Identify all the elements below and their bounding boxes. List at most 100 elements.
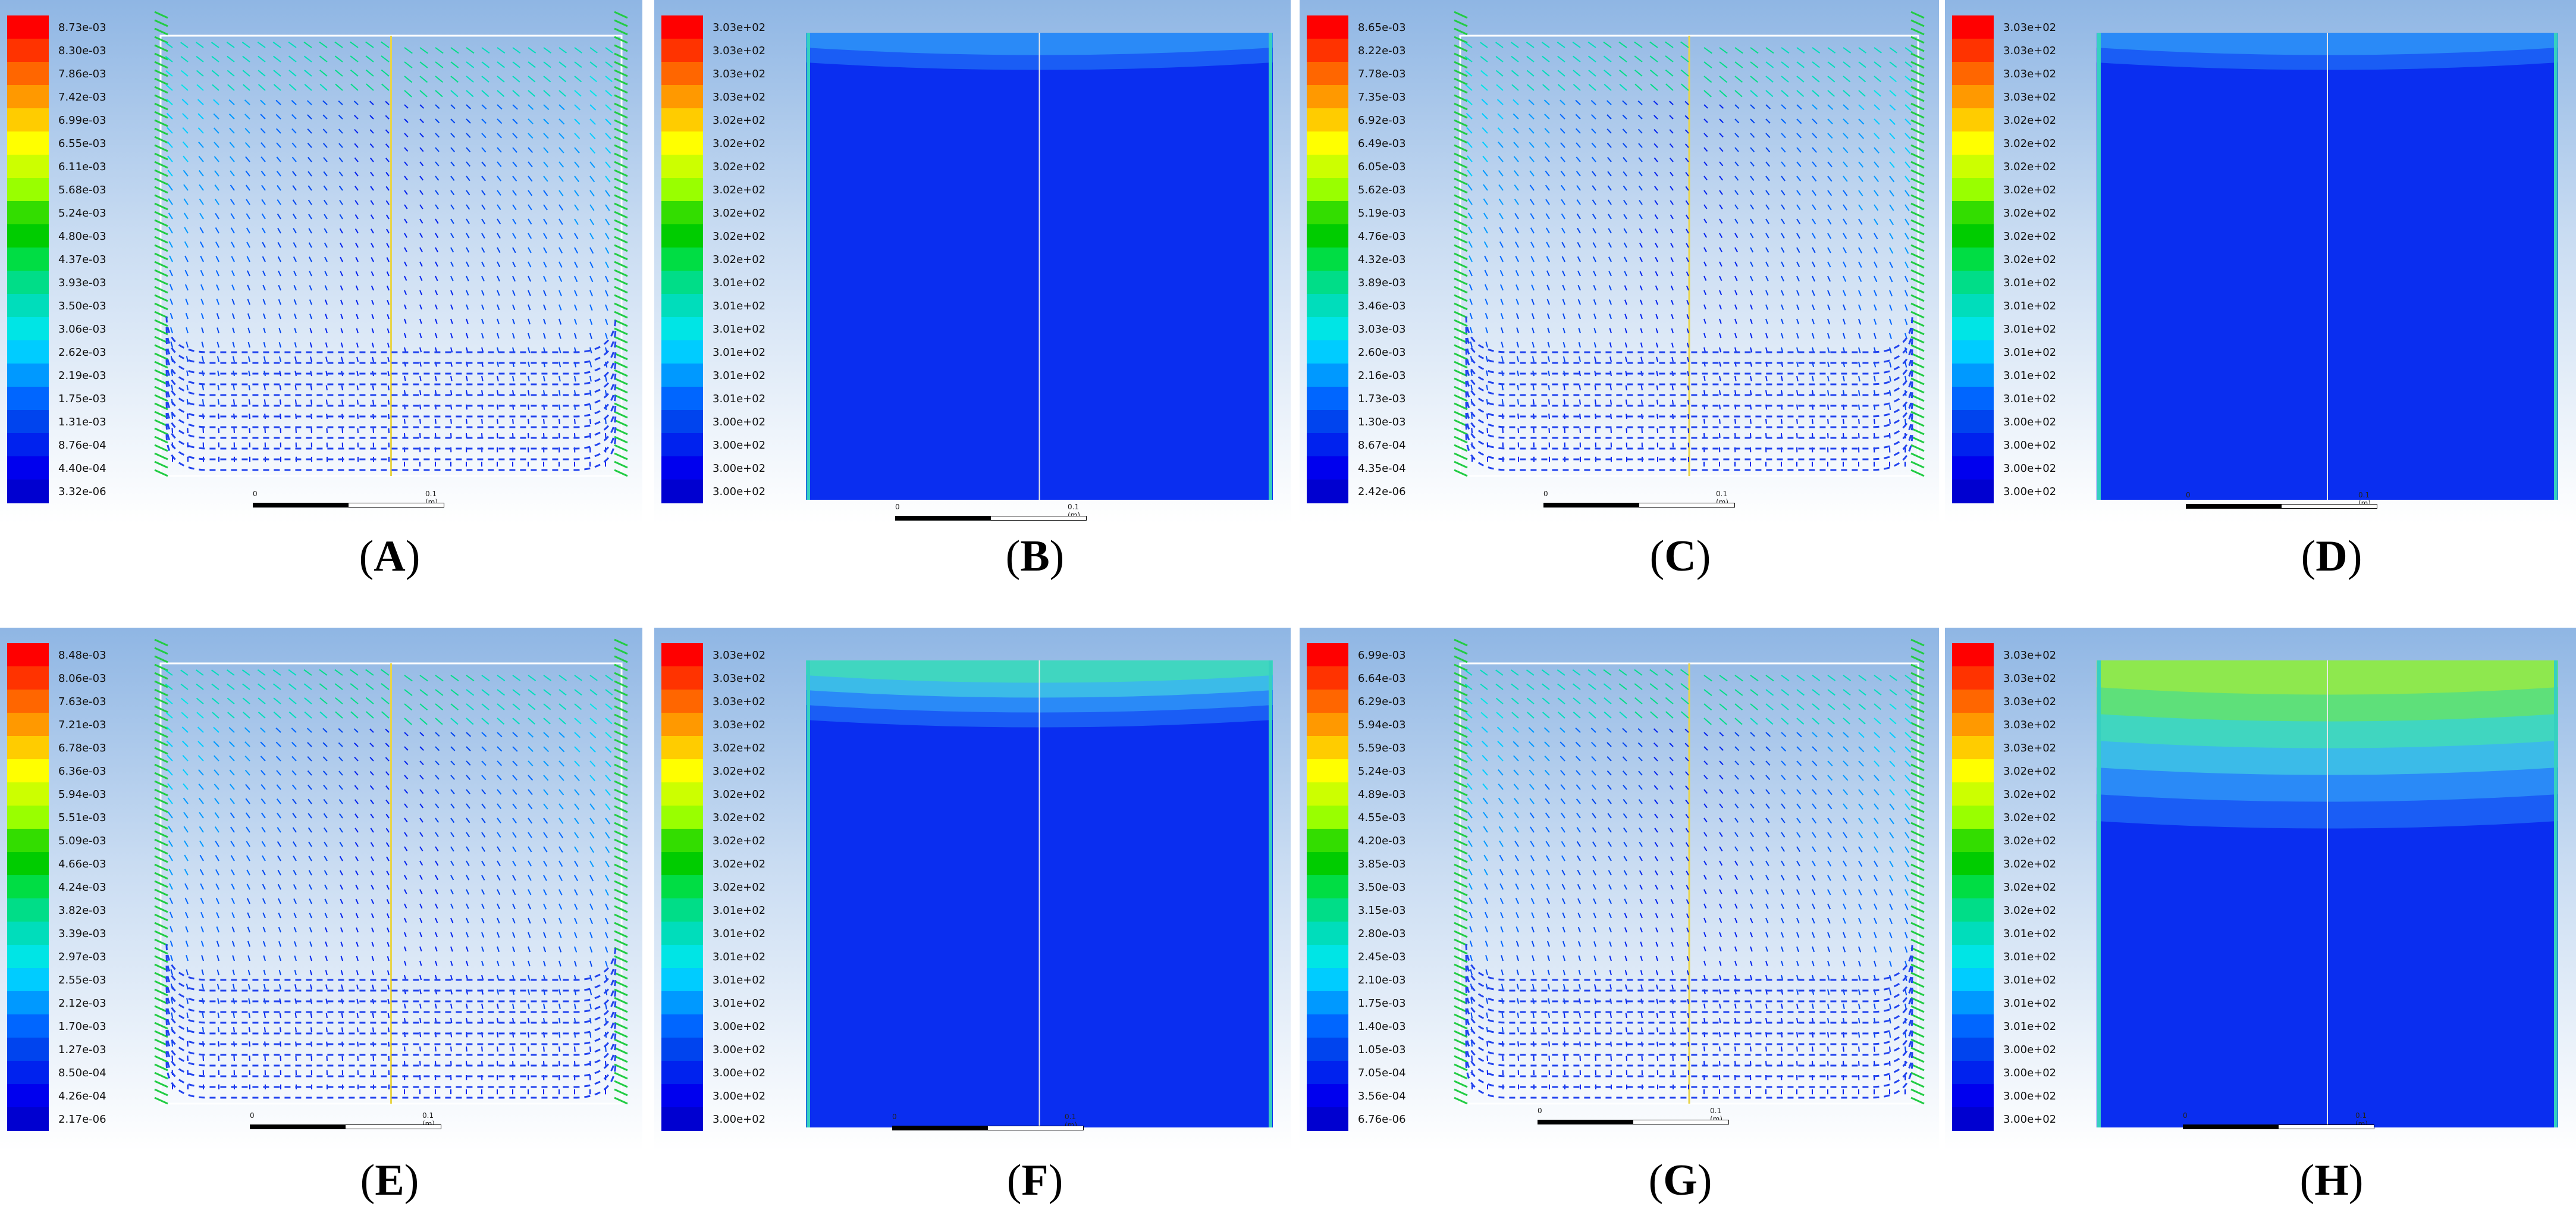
legend-swatch — [1307, 875, 1348, 899]
legend-value: 1.70e-03 — [58, 1020, 106, 1033]
legend-swatch — [7, 1084, 49, 1108]
scale-start-label: 0 — [2186, 491, 2191, 499]
legend-value: 3.03e+02 — [2003, 742, 2057, 754]
legend-swatch — [7, 248, 49, 271]
legend-value: 1.75e-03 — [58, 393, 106, 405]
legend-value: 3.02e+02 — [713, 184, 766, 196]
legend-swatch — [1307, 1084, 1348, 1108]
legend-entry: 3.03e+02 — [1952, 736, 2107, 760]
legend-swatch — [1307, 759, 1348, 783]
legend-entry: 3.02e+02 — [1952, 155, 2107, 178]
legend-swatch — [1952, 480, 1994, 503]
scale-start-label: 0 — [895, 503, 900, 511]
legend-entry: 8.06e-03 — [7, 666, 162, 690]
legend-entry: 3.02e+02 — [1952, 829, 2107, 853]
legend-value: 3.03e+02 — [2003, 68, 2057, 80]
legend-value: 4.37e-03 — [58, 253, 106, 266]
legend-value: 3.03e+02 — [2003, 45, 2057, 57]
legend-swatch — [7, 294, 49, 318]
legend-entry: 3.00e+02 — [661, 480, 816, 503]
legend-swatch — [1307, 456, 1348, 480]
legend-swatch — [1307, 1038, 1348, 1061]
legend-value: 3.39e-03 — [58, 928, 106, 940]
legend-swatch — [661, 364, 703, 387]
legend-swatch — [7, 85, 49, 109]
legend-entry: 6.36e-03 — [7, 759, 162, 783]
legend-entry: 3.02e+02 — [661, 852, 816, 876]
legend-swatch — [661, 201, 703, 225]
legend-value: 8.76e-04 — [58, 439, 106, 452]
legend-value: 1.27e-03 — [58, 1044, 106, 1056]
legend-entry: 8.67e-04 — [1307, 433, 1461, 457]
legend-swatch — [661, 248, 703, 271]
legend-entry: 1.05e-03 — [1307, 1038, 1461, 1061]
legend-swatch — [1952, 922, 1994, 945]
legend-entry: 7.21e-03 — [7, 713, 162, 737]
legend-swatch — [7, 968, 49, 992]
velocity-vectors — [1464, 41, 1913, 471]
legend-value: 6.92e-03 — [1358, 114, 1406, 127]
legend-swatch — [7, 224, 49, 248]
legend-swatch — [1307, 852, 1348, 876]
legend-swatch — [1952, 294, 1994, 318]
legend-swatch — [7, 991, 49, 1015]
legend-value: 2.12e-03 — [58, 997, 106, 1010]
legend-swatch — [1307, 945, 1348, 969]
panel-d-temperature-plot: 3.03e+02 3.03e+02 3.03e+02 3.03e+02 3.02e+02… — [1945, 0, 2576, 524]
caption-b: (B) — [1005, 532, 1065, 581]
legend-value: 3.00e+02 — [2003, 1044, 2057, 1056]
legend-entry: 1.75e-03 — [7, 387, 162, 411]
legend-entry: 1.75e-03 — [1307, 991, 1461, 1015]
legend-entry: 5.94e-03 — [7, 782, 162, 806]
legend-entry: 3.01e+02 — [661, 991, 816, 1015]
legend-entry: 3.00e+02 — [661, 1061, 816, 1085]
legend-value: 3.02e+02 — [2003, 184, 2057, 196]
legend-swatch — [1307, 922, 1348, 945]
caption-c: (C) — [1649, 532, 1711, 581]
legend-value: 3.03e+02 — [2003, 672, 2057, 685]
legend-swatch — [1307, 108, 1348, 132]
legend-swatch — [1952, 317, 1994, 341]
legend-value: 4.26e-04 — [58, 1090, 106, 1102]
legend-entry: 3.00e+02 — [661, 410, 816, 434]
legend-value: 2.60e-03 — [1358, 346, 1406, 359]
legend-swatch — [7, 201, 49, 225]
legend-value: 3.02e+02 — [2003, 114, 2057, 127]
legend-entry: 2.80e-03 — [1307, 922, 1461, 945]
legend-entry: 3.00e+02 — [661, 433, 816, 457]
legend-value: 3.02e+02 — [2003, 207, 2057, 220]
panel-g-velocity-plot: 6.99e-03 6.64e-03 6.29e-03 5.94e-03 5.59e-03… — [1300, 628, 1939, 1151]
vector-field — [1454, 638, 1925, 1105]
legend-entry: 3.93e-03 — [7, 271, 162, 295]
legend-swatch — [661, 1014, 703, 1038]
legend-value: 3.00e+02 — [713, 462, 766, 475]
legend-entry: 3.02e+02 — [1952, 178, 2107, 202]
velocity-vectors — [1464, 669, 1913, 1099]
legend-value: 3.02e+02 — [713, 858, 766, 870]
legend-entry: 3.15e-03 — [1307, 898, 1461, 922]
legend-value: 3.02e+02 — [713, 207, 766, 220]
legend-swatch — [661, 85, 703, 109]
legend-swatch — [7, 1014, 49, 1038]
legend-entry: 8.73e-03 — [7, 15, 162, 39]
legend-entry: 3.02e+02 — [661, 736, 816, 760]
legend-swatch — [1307, 433, 1348, 457]
temperature-field — [806, 33, 1273, 500]
legend-entry: 4.89e-03 — [1307, 782, 1461, 806]
legend-entry: 3.50e-03 — [1307, 875, 1461, 899]
scale-start-label: 0 — [253, 490, 258, 498]
scale-bar-line — [1538, 1120, 1729, 1124]
legend-value: 3.02e+02 — [713, 742, 766, 754]
legend-value: 3.02e+02 — [2003, 230, 2057, 243]
legend-entry: 3.00e+02 — [1952, 1084, 2107, 1108]
legend-entry: 3.02e+02 — [661, 155, 816, 178]
legend-entry: 5.19e-03 — [1307, 201, 1461, 225]
panel-background — [0, 0, 642, 524]
legend-entry: 6.78e-03 — [7, 736, 162, 760]
legend-entry: 3.00e+02 — [661, 1107, 816, 1131]
legend-swatch — [1952, 15, 1994, 39]
legend-swatch — [661, 782, 703, 806]
legend-swatch — [1307, 968, 1348, 992]
legend-swatch — [7, 922, 49, 945]
legend-swatch — [661, 759, 703, 783]
